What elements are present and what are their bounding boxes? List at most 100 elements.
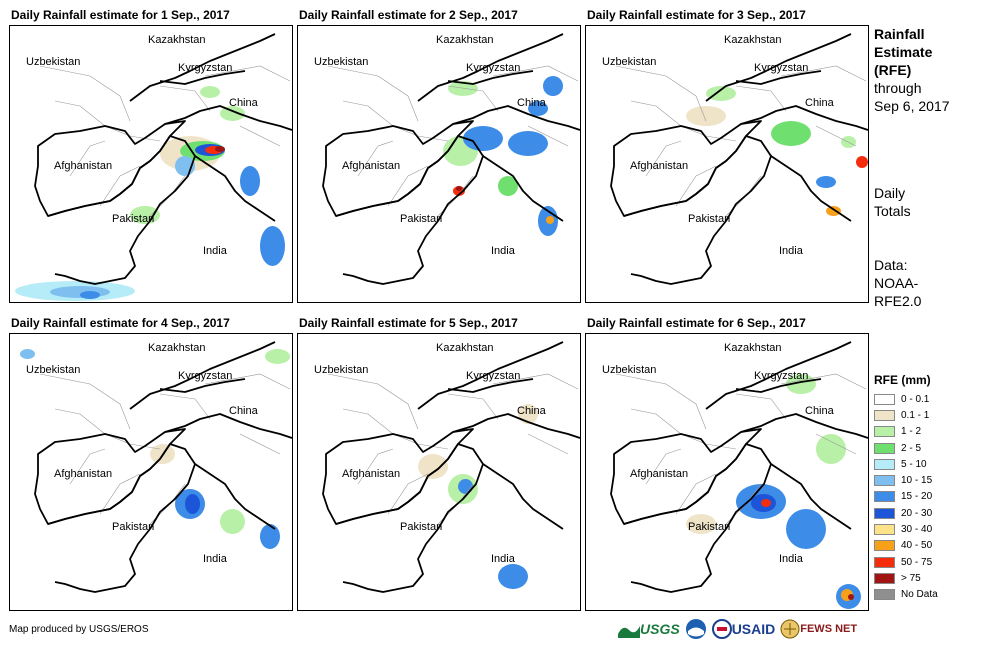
legend-swatch [874,458,895,470]
label-china: China [805,405,835,417]
rain-area [220,106,245,121]
legend-item: > 75 [874,570,938,586]
label-india: India [203,245,228,257]
side-data: Data: NOAA- RFE2.0 [874,256,921,310]
usaid-logo: USAID [711,619,775,639]
label-pakistan: Pakistan [112,213,154,225]
legend-swatch [874,491,895,503]
label-afghanistan: Afghanistan [630,160,688,172]
rain-area [816,434,846,464]
label-kyrgyzstan: Kyrgyzstan [754,62,808,74]
panel-title: Daily Rainfall estimate for 1 Sep., 2017 [11,8,230,22]
rain-area [20,349,35,359]
rainfall-map: Kazakhstan Uzbekistan Kyrgyzstan China A… [9,25,293,303]
side-data-line3: RFE2.0 [874,293,922,309]
panel-title: Daily Rainfall estimate for 2 Sep., 2017 [299,8,518,22]
rain-area [240,166,260,196]
credit-text: Map produced by USGS/EROS [9,624,149,635]
label-afghanistan: Afghanistan [54,160,112,172]
side-title: Rainfall Estimate (RFE) through Sep 6, 2… [874,25,950,115]
legend-label: 0.1 - 1 [901,409,930,421]
label-pakistan: Pakistan [112,521,154,533]
rain-area [185,494,200,514]
legend-swatch [874,426,895,438]
label-india: India [779,553,804,565]
legend-swatch [874,572,895,584]
legend-item: 5 - 10 [874,456,938,472]
label-india: India [491,245,516,257]
rain-area [528,101,548,116]
rain-area [816,176,836,188]
legend-item: 30 - 40 [874,521,938,537]
rain-area [508,131,548,156]
legend-label: > 75 [901,572,921,584]
side-title-line2: Estimate [874,44,933,60]
legend-item: No Data [874,587,938,603]
label-afghanistan: Afghanistan [342,468,400,480]
legend-label: No Data [901,589,938,601]
label-uzbekistan: Uzbekistan [26,364,80,376]
label-afghanistan: Afghanistan [54,468,112,480]
label-uzbekistan: Uzbekistan [602,56,656,68]
label-kazakhstan: Kazakhstan [724,342,781,354]
label-pakistan: Pakistan [688,213,730,225]
usaid-seal-icon [711,619,732,639]
legend-label: 20 - 30 [901,507,933,519]
label-kyrgyzstan: Kyrgyzstan [466,62,520,74]
logo-bar: USGS USAID FEWS NET [618,618,857,640]
rainfall-map: Kazakhstan Uzbekistan Kyrgyzstan China A… [297,25,581,303]
rain-area [686,514,716,534]
label-china: China [229,405,259,417]
legend-label: 50 - 75 [901,556,933,568]
rainfall-map: Kazakhstan Uzbekistan Kyrgyzstan China A… [585,25,869,303]
fewsnet-globe-icon [780,619,800,639]
side-daily: Daily Totals [874,184,911,220]
rain-area [200,86,220,98]
label-china: China [805,97,835,109]
legend-label: 5 - 10 [901,458,927,470]
rain-area [215,146,225,152]
rain-area [771,121,811,146]
rain-area [856,156,868,168]
legend-item: 2 - 5 [874,440,938,456]
legend-swatch [874,589,895,601]
side-title-line1: Rainfall [874,26,925,42]
rain-area [458,479,473,494]
rain-area [448,81,478,96]
label-india: India [779,245,804,257]
legend-swatch [874,393,895,405]
side-data-line1: Data: [874,257,908,273]
label-uzbekistan: Uzbekistan [602,364,656,376]
label-uzbekistan: Uzbekistan [314,56,368,68]
panel-title: Daily Rainfall estimate for 3 Sep., 2017 [587,8,806,22]
side-daily-line2: Totals [874,203,911,219]
legend: 0 - 0.1 0.1 - 1 1 - 2 2 - 5 5 - 10 10 - 15 15 … [874,391,938,603]
rain-area [686,106,726,126]
label-kazakhstan: Kazakhstan [436,342,493,354]
legend-swatch [874,409,895,421]
legend-title: RFE (mm) [874,373,931,387]
legend-swatch [874,475,895,487]
label-pakistan: Pakistan [400,213,442,225]
label-china: China [517,405,547,417]
side-daily-line1: Daily [874,185,906,201]
label-kazakhstan: Kazakhstan [148,34,205,46]
rain-area [265,349,290,364]
rain-area [543,76,563,96]
label-kyrgyzstan: Kyrgyzstan [178,62,232,74]
label-afghanistan: Afghanistan [342,160,400,172]
label-india: India [491,553,516,565]
legend-item: 10 - 15 [874,472,938,488]
rain-area [786,509,826,549]
legend-swatch [874,524,895,536]
rain-area [546,216,554,224]
rain-area [826,206,841,216]
rain-area [50,286,110,298]
rain-area [130,206,160,224]
rain-area [761,499,771,507]
rain-area [220,509,245,534]
usgs-logo: USGS [618,620,680,638]
rain-area [260,226,285,266]
label-kyrgyzstan: Kyrgyzstan [466,370,520,382]
legend-label: 2 - 5 [901,442,922,454]
